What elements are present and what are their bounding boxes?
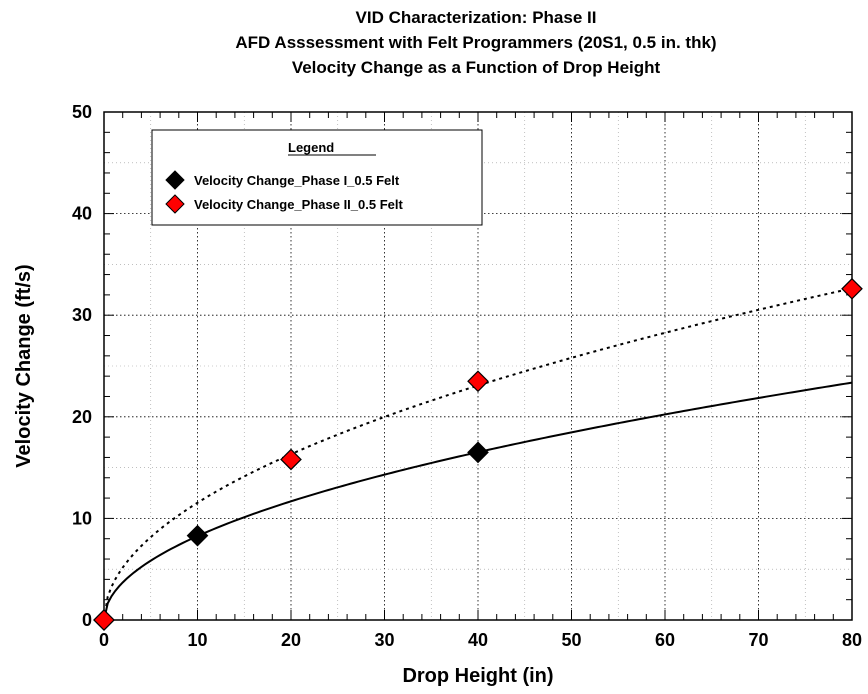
data-point-phase-2: [467, 370, 489, 393]
data-point-phase-2: [841, 277, 863, 300]
data-point-phase-2: [280, 448, 302, 471]
x-tick-label: 40: [468, 630, 488, 650]
chart-title-line-3: Velocity Change as a Function of Drop He…: [292, 58, 661, 77]
legend-marker-phase-2: [165, 194, 185, 214]
legend-entry-phase-1: Velocity Change_Phase I_0.5 Felt: [194, 173, 400, 188]
legend: Legend Velocity Change_Phase I_0.5 Felt …: [151, 129, 483, 226]
y-tick-label: 50: [72, 102, 92, 122]
x-tick-label: 70: [748, 630, 768, 650]
plot-frame: [103, 111, 853, 621]
data-point-phase-2: [93, 609, 115, 631]
x-tick-label: 80: [842, 630, 862, 650]
chart-title-line-2: AFD Asssessment with Felt Programmers (2…: [235, 33, 716, 52]
x-tick-label: 0: [99, 630, 109, 650]
x-axis-title: Drop Height (in): [402, 665, 553, 687]
x-tick-label: 20: [281, 630, 301, 650]
chart-title-line-1: VID Characterization: Phase II: [356, 8, 597, 27]
data-point-phase-1: [467, 441, 489, 464]
y-axis-title: Velocity Change (ft/s): [13, 264, 35, 467]
y-tick-label: 40: [72, 204, 92, 224]
y-tick-label: 30: [72, 305, 92, 325]
y-tick-label: 10: [72, 508, 92, 528]
x-tick-label: 50: [561, 630, 581, 650]
chart-title: VID Characterization: Phase II AFD Assse…: [235, 8, 716, 77]
y-tick-label: 0: [82, 610, 92, 630]
data-point-phase-1: [186, 524, 209, 547]
legend-marker-phase-1: [165, 170, 185, 190]
legend-entry-phase-2: Velocity Change_Phase II_0.5 Felt: [194, 197, 403, 212]
tick-labels: 0 10 20 30 40 50 60 70 80 0 10 20 30 40 50: [72, 102, 862, 650]
legend-title: Legend: [288, 140, 334, 155]
x-tick-label: 10: [187, 630, 207, 650]
x-tick-label: 60: [655, 630, 675, 650]
y-tick-label: 20: [72, 407, 92, 427]
x-tick-label: 30: [374, 630, 394, 650]
data-points: [93, 277, 863, 631]
legend-box: [151, 129, 483, 226]
